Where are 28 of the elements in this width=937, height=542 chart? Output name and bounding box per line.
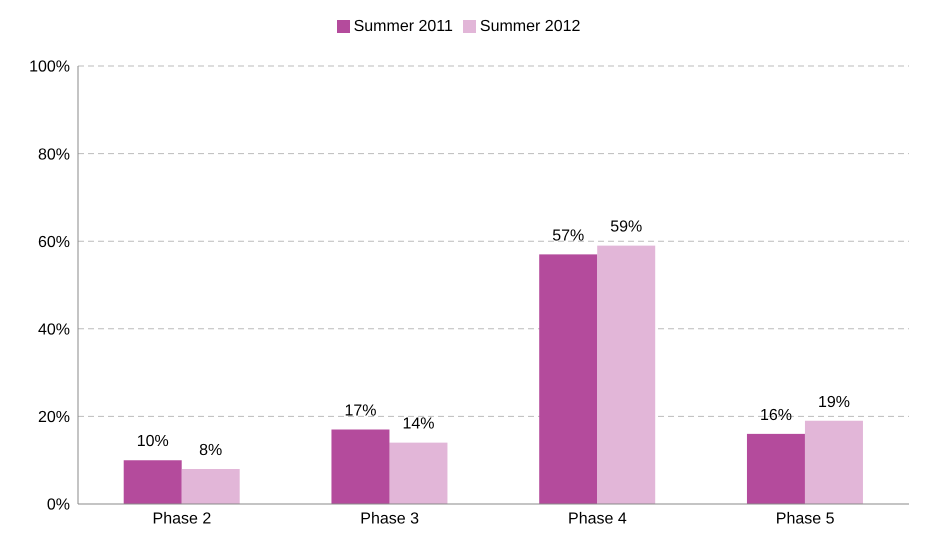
bar — [746, 434, 805, 504]
text: 8% — [199, 442, 222, 459]
x-tick-label: Phase 4 — [568, 510, 627, 528]
y-tick-label: 60% — [38, 234, 70, 251]
legend-label: Summer 2011 — [354, 18, 453, 35]
bar — [124, 460, 182, 504]
y-tick-label: 100% — [29, 58, 70, 76]
x-tick-label: Phase 5 — [776, 510, 835, 528]
bar — [597, 246, 656, 504]
y-tick-label: 80% — [38, 146, 70, 164]
bar — [331, 430, 390, 504]
text: 16% — [760, 406, 792, 424]
text: 14% — [402, 416, 434, 433]
text: 17% — [344, 402, 376, 420]
y-tick-label: 40% — [38, 321, 70, 338]
y-tick-label: 20% — [38, 409, 70, 426]
bar — [389, 442, 448, 504]
bar — [539, 254, 598, 504]
text: 57% — [552, 227, 584, 244]
bar — [804, 420, 863, 504]
x-tick-label: Phase 3 — [360, 510, 420, 528]
legend-label: Summer 2012 — [480, 18, 580, 35]
text: 10% — [136, 433, 169, 450]
bar — [182, 468, 240, 504]
text: 19% — [818, 394, 850, 411]
y-tick-label: 0% — [46, 496, 70, 514]
x-tick-label: Phase 2 — [152, 510, 212, 528]
text: 59% — [610, 218, 642, 236]
